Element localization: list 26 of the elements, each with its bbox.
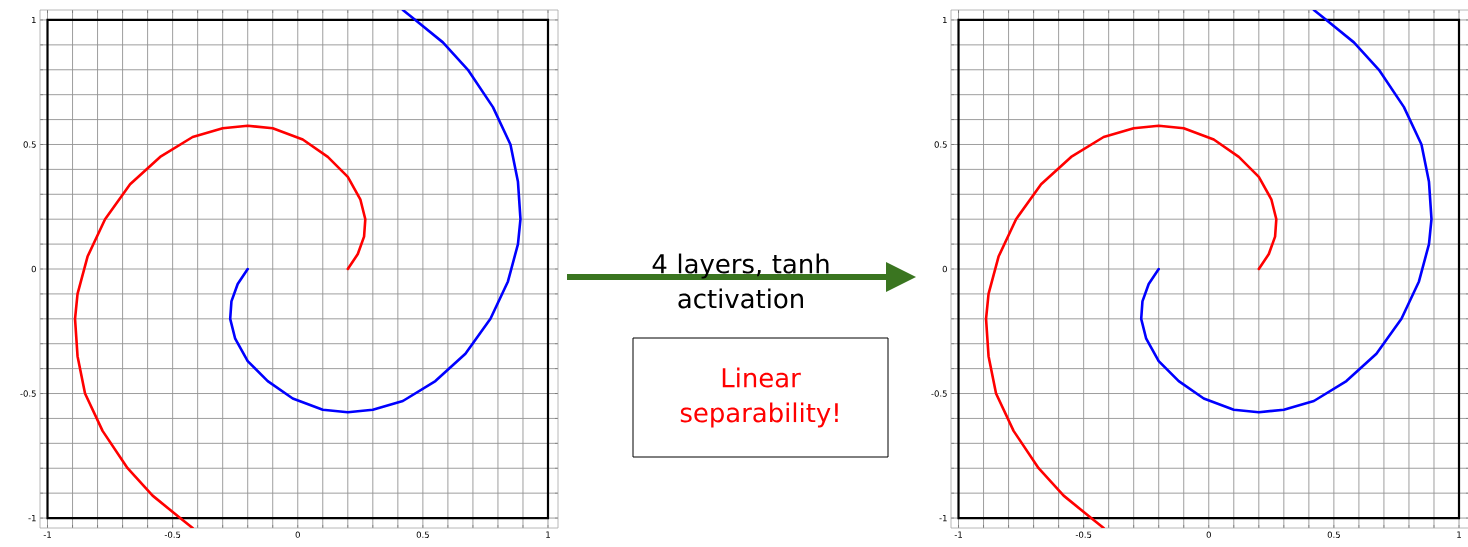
x-tick-label: 0: [295, 531, 300, 538]
y-tick-label: 0: [942, 265, 947, 273]
x-tick-label: 0.5: [1327, 531, 1340, 538]
y-tick-label: 1: [32, 16, 36, 24]
text: Linear separability!: [680, 367, 838, 428]
line-series: [984, 124, 1278, 529]
y-tick-label: 0.5: [23, 141, 36, 148]
y-tick-label: -1: [939, 514, 947, 522]
x-tick-label: -1: [43, 531, 51, 538]
y-tick-label: -1: [28, 514, 36, 522]
line-series: [228, 10, 522, 414]
x-tick-label: 0.5: [416, 531, 429, 538]
y-tick-label: 0: [31, 265, 36, 273]
x-tick-label: -0.5: [1075, 531, 1092, 538]
x-tick-label: -1: [954, 531, 962, 538]
y-tick-label: 0.5: [934, 141, 947, 148]
line-series: [1139, 10, 1433, 414]
x-tick-label: 0: [1206, 531, 1211, 538]
x-tick-label: -0.5: [164, 531, 181, 538]
x-tick-label: 1: [546, 531, 550, 538]
line-series: [73, 124, 367, 529]
y-tick-label: 1: [943, 16, 947, 24]
y-tick-label: -0.5: [931, 390, 947, 397]
x-tick-label: 1: [1457, 531, 1461, 538]
text: 4 layers, tanh activation: [652, 253, 829, 309]
y-tick-label: -0.5: [20, 390, 36, 397]
